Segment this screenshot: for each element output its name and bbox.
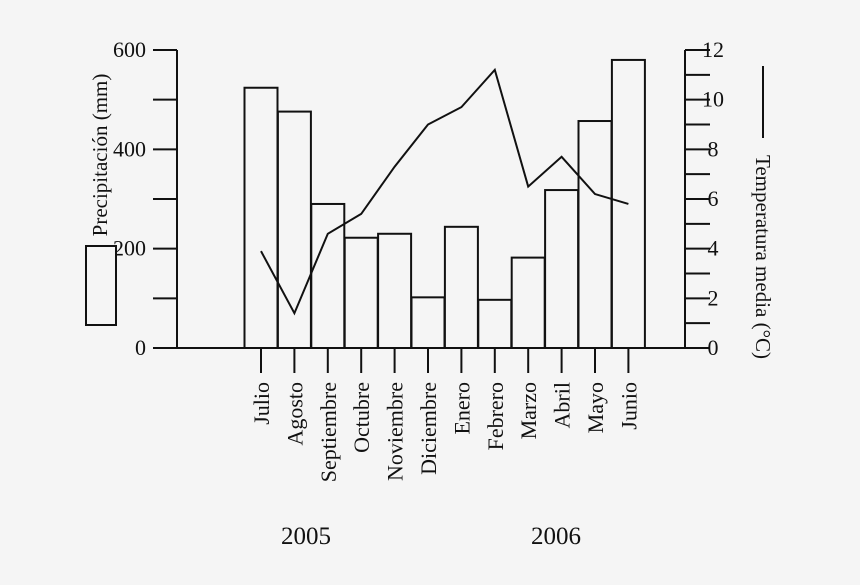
right-tick-label: 8 <box>708 136 719 161</box>
month-label-febrero: Febrero <box>483 382 508 450</box>
precip-legend-swatch <box>85 245 117 326</box>
year-label: 2006 <box>531 523 581 550</box>
left-tick-label: 400 <box>113 136 146 161</box>
precip-bar-abril <box>544 189 580 349</box>
temp-legend-label: Temperatura media (°C) <box>751 155 775 359</box>
right-tick-label: 12 <box>702 37 724 62</box>
precip-bar-noviembre <box>377 232 413 349</box>
month-label-mayo: Mayo <box>583 382 608 433</box>
precip-bar-enero <box>443 225 479 350</box>
temperature-line-group <box>260 67 629 316</box>
temperature-line <box>260 67 629 316</box>
precip-bar-julio <box>243 86 279 349</box>
month-labels: Julio Agosto Septiembre Octubre Noviembre Dic… <box>249 382 641 482</box>
left-tick-label: 0 <box>135 335 146 360</box>
precipitation-bars <box>243 58 646 350</box>
month-label-junio: Junio <box>616 382 641 430</box>
month-label-agosto: Agosto <box>282 382 307 446</box>
month-label-marzo: Marzo <box>516 382 541 439</box>
left-tick-label: 200 <box>113 236 146 261</box>
month-label-octubre: Octubre <box>349 382 374 453</box>
precip-bar-septiembre <box>310 202 346 349</box>
precip-bar-diciembre <box>410 296 446 349</box>
right-tick-label: 2 <box>708 285 719 310</box>
year-label: 2005 <box>281 523 331 550</box>
right-tick-label: 6 <box>708 186 719 211</box>
precip-bar-octubre <box>343 236 379 350</box>
precip-bar-agosto <box>276 110 312 349</box>
precip-bar-febrero <box>477 298 513 349</box>
precip-legend-label: Precipitación (mm) <box>88 74 112 237</box>
right-tick-label: 10 <box>702 87 724 112</box>
month-label-julio: Julio <box>249 382 274 425</box>
legend: Precipitación (mm) Temperatura media (°C) <box>85 66 775 359</box>
right-tick-label: 0 <box>708 335 719 360</box>
month-label-septiembre: Septiembre <box>316 382 341 482</box>
month-label-noviembre: Noviembre <box>383 382 408 481</box>
month-label-diciembre: Diciembre <box>416 382 441 475</box>
precip-bar-mayo <box>577 120 613 349</box>
right-tick-label: 4 <box>708 236 719 261</box>
month-label-enero: Enero <box>449 382 474 435</box>
month-label-abril: Abril <box>550 382 575 428</box>
axes: 0 200 400 600 0 2 4 6 8 10 12 <box>113 37 724 373</box>
year-labels: 2005 2006 <box>281 523 581 550</box>
left-tick-label: 600 <box>113 37 146 62</box>
precip-bar-marzo <box>510 256 546 349</box>
